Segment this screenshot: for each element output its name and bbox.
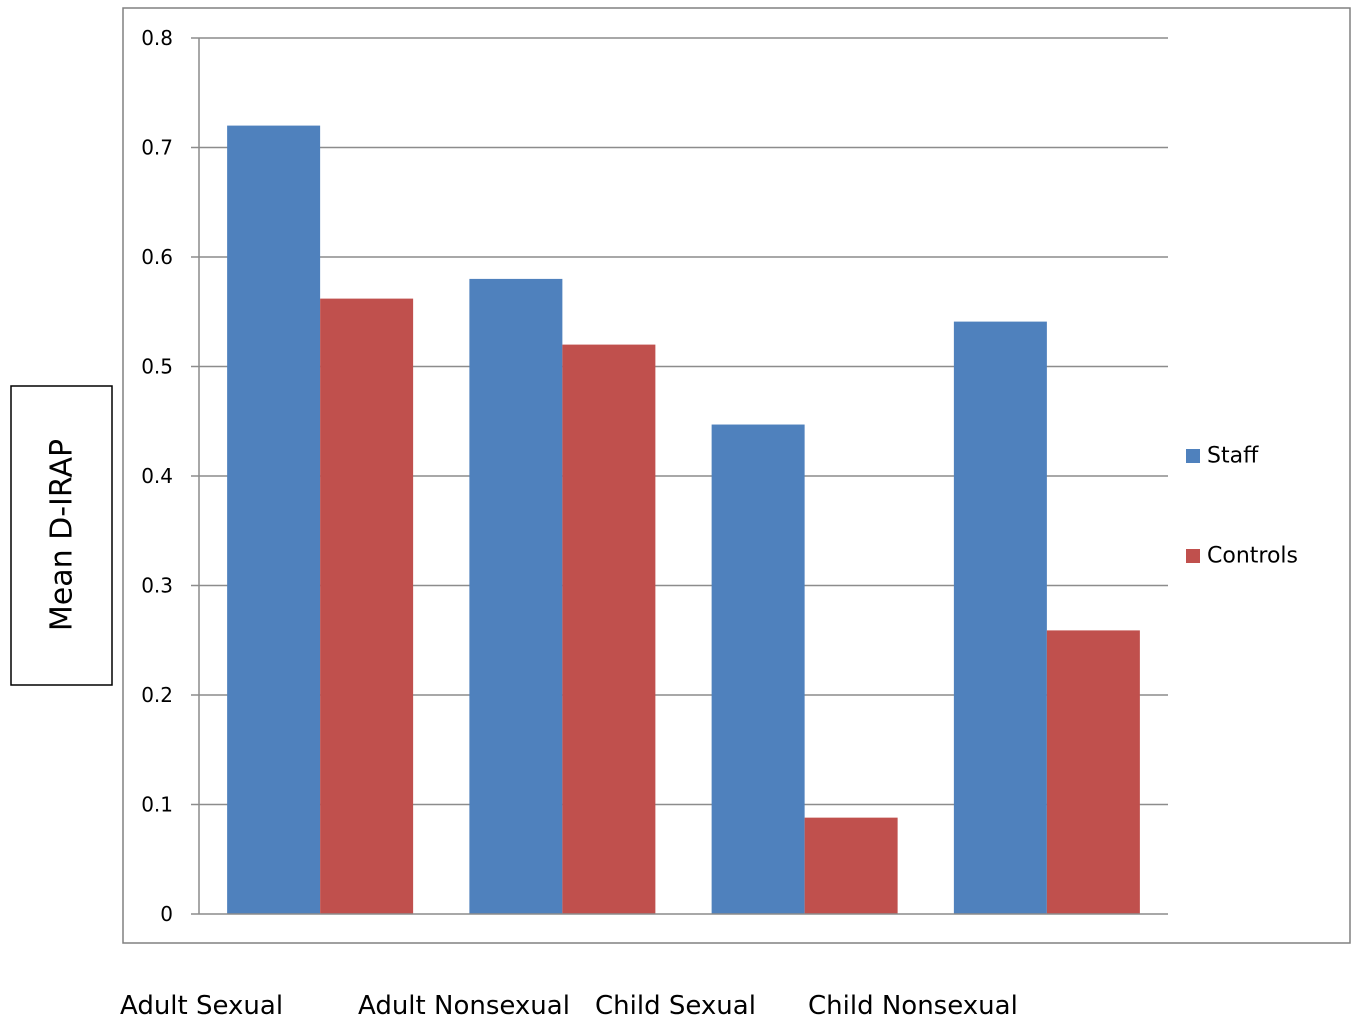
y-tick-label: 0.2 — [141, 683, 173, 707]
bar-controls-1 — [562, 344, 656, 915]
y-tick-labels: 0 0.1 0.2 0.3 0.4 0.5 0.6 0.7 0.8 — [141, 26, 173, 926]
y-axis-title: Mean D-IRAP — [45, 439, 80, 631]
y-tick-label: 0.4 — [141, 464, 173, 488]
bars — [227, 125, 1140, 915]
y-tick-label: 0.8 — [141, 26, 173, 50]
y-tick-label: 0.5 — [141, 355, 173, 379]
bar-staff-2 — [711, 424, 805, 914]
y-axis-title-box: Mean D-IRAP — [10, 385, 113, 686]
bar-staff-3 — [953, 321, 1047, 915]
y-tick-label: 0 — [160, 902, 173, 926]
x-category-label: Adult Sexual — [120, 991, 284, 1021]
y-tick-label: 0.3 — [141, 574, 173, 598]
x-category-label: Child Nonsexual — [808, 991, 1018, 1021]
y-tick-label: 0.6 — [141, 245, 173, 269]
legend: Staff Controls — [1186, 444, 1298, 569]
bar-controls-2 — [804, 817, 898, 914]
legend-label-controls: Controls — [1207, 544, 1298, 569]
x-category-label: Adult Nonsexual — [358, 991, 570, 1021]
legend-swatch-controls — [1186, 549, 1200, 563]
bar-controls-3 — [1046, 630, 1140, 914]
y-tick-label: 0.1 — [141, 793, 173, 817]
bar-staff-0 — [227, 125, 321, 915]
bar-staff-1 — [469, 278, 563, 914]
axes — [198, 38, 1168, 915]
chart-frame — [122, 7, 1351, 944]
legend-label-staff: Staff — [1207, 444, 1259, 469]
y-tick-label: 0.7 — [141, 136, 173, 160]
legend-swatch-staff — [1186, 449, 1200, 463]
x-category-label: Child Sexual — [595, 991, 756, 1021]
bar-controls-0 — [320, 298, 414, 914]
